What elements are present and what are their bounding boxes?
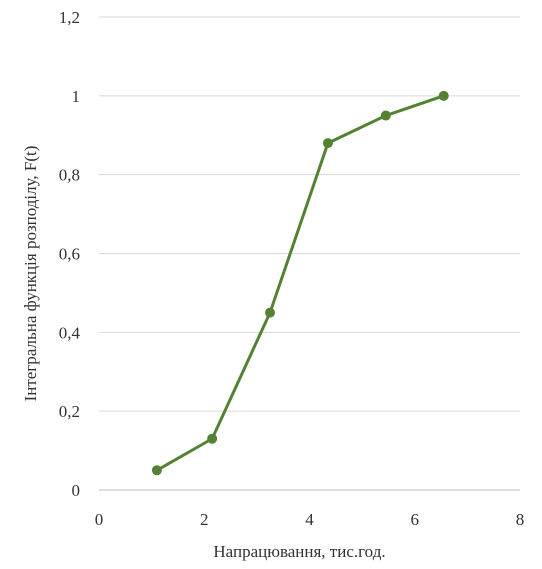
y-tick-label: 0,6 xyxy=(59,245,80,264)
x-tick-label: 4 xyxy=(305,510,314,529)
x-axis-title: Напрацювання, тис.год. xyxy=(213,542,385,561)
x-tick-label: 0 xyxy=(95,510,104,529)
y-tick-label: 0 xyxy=(72,481,81,500)
x-tick-label: 6 xyxy=(411,510,420,529)
y-tick-label: 0,2 xyxy=(59,402,80,421)
gridlines xyxy=(99,17,520,411)
data-series xyxy=(152,91,449,475)
series-line xyxy=(157,96,444,470)
data-point xyxy=(207,434,217,444)
y-tick-label: 1 xyxy=(72,87,81,106)
data-point xyxy=(152,465,162,475)
y-tick-label: 1,2 xyxy=(59,8,80,27)
y-axis-title: Інтегральна функція розподілу, F(t) xyxy=(21,146,40,402)
x-tick-label: 8 xyxy=(516,510,525,529)
data-point xyxy=(439,91,449,101)
data-point xyxy=(381,111,391,121)
y-tick-label: 0,4 xyxy=(59,323,81,342)
x-tick-label: 2 xyxy=(200,510,209,529)
data-point xyxy=(323,138,333,148)
y-tick-label: 0,8 xyxy=(59,166,80,185)
x-axis-ticks: 0 2 4 6 8 xyxy=(95,510,525,529)
data-point xyxy=(265,308,275,318)
y-axis-ticks: 0 0,2 0,4 0,6 0,8 1 1,2 xyxy=(59,8,81,500)
